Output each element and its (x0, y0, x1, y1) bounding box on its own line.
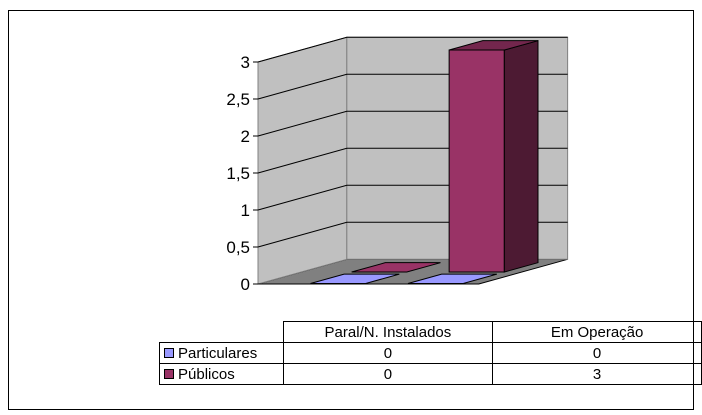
bar (407, 273, 497, 284)
bar-top-face (407, 273, 497, 284)
y-tick-label: 2 (241, 127, 250, 146)
data-table-header-row: Paral/N. Instalados Em Operação (159, 321, 702, 343)
legend-entry: Particulares (159, 342, 284, 364)
data-label: 0 (492, 342, 702, 364)
bar-front-face (448, 49, 505, 273)
bar (310, 273, 400, 284)
series-name: Públicos (178, 365, 235, 383)
y-tick-label: 3 (241, 53, 250, 72)
bar-side-face (503, 40, 539, 273)
y-tick-label: 0 (241, 275, 250, 294)
y-tick-label: 1,5 (226, 164, 250, 183)
data-table: Paral/N. Instalados Em Operação Particul… (159, 321, 702, 385)
data-table-row: Particulares 0 0 (159, 342, 702, 364)
data-label: 0 (282, 363, 494, 385)
gridline (257, 36, 568, 63)
y-tick-label: 2,5 (226, 90, 250, 109)
y-tick-label: 0,5 (226, 238, 250, 257)
bar-top-face (351, 262, 441, 273)
bar (448, 40, 539, 273)
data-label: 0 (282, 342, 494, 364)
bar-top-face (448, 40, 539, 51)
data-table-row: Públicos 0 3 (159, 363, 702, 385)
chart-frame (8, 10, 694, 410)
bar-top-face (310, 273, 400, 284)
legend-swatch (164, 368, 174, 379)
y-tick-label: 1 (241, 201, 250, 220)
data-label: 3 (492, 363, 702, 385)
y-axis-ticks: 0 0,5 1 1,5 2 2,5 3 (226, 53, 258, 294)
category-label: Paral/N. Instalados (282, 321, 494, 343)
bar (351, 262, 441, 273)
category-label: Em Operação (492, 321, 702, 343)
chart-bars (310, 40, 539, 284)
legend-entry: Públicos (159, 363, 284, 385)
data-table-corner (159, 321, 284, 343)
legend-swatch (164, 347, 174, 358)
series-name: Particulares (178, 344, 258, 362)
